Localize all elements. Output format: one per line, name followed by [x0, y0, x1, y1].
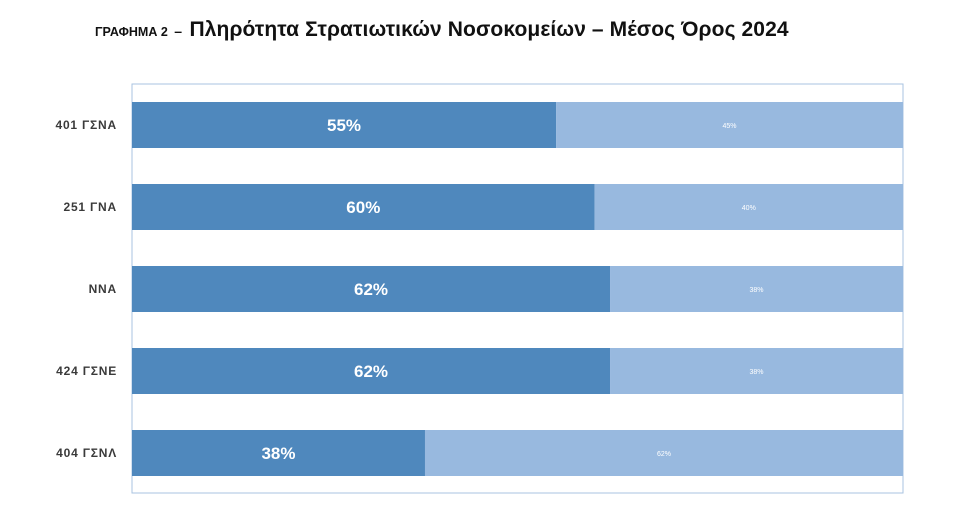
value-labels-group: 55% 45% 60% 40% 62% 38% 62% 38% 38% 62%: [261, 116, 763, 463]
category-label: 401 ΓΣΝΑ: [55, 118, 117, 132]
category-label: 404 ΓΣΝΛ: [56, 446, 117, 460]
category-label: 424 ΓΣΝΕ: [56, 364, 117, 378]
bar-segment-remaining: [610, 348, 903, 394]
value-label-remaining: 38%: [750, 287, 764, 294]
bar-segment-occupied: [132, 430, 425, 476]
bar-segment-remaining: [610, 266, 903, 312]
bar-segment-occupied: [132, 266, 611, 312]
bar-segment-occupied: [132, 184, 595, 230]
category-label: 251 ΓΝΑ: [63, 200, 117, 214]
value-label-remaining: 62%: [657, 451, 671, 458]
category-labels-group: 401 ΓΣΝΑ 251 ΓΝΑ ΝΝΑ 424 ΓΣΝΕ 404 ΓΣΝΛ: [55, 118, 117, 460]
value-label-remaining: 45%: [723, 123, 737, 130]
bar-segment-remaining: [594, 184, 903, 230]
value-label-occupied: 55%: [327, 116, 361, 135]
value-label-occupied: 62%: [354, 280, 388, 299]
bar-segment-occupied: [132, 348, 611, 394]
value-label-occupied: 38%: [261, 444, 295, 463]
value-label-occupied: 60%: [346, 198, 380, 217]
chart-title: ΓΡΑΦΗΜΑ 2 – Πληρότητα Στρατιωτικών Νοσοκ…: [95, 18, 915, 46]
bar-segment-remaining: [424, 430, 903, 476]
bar-segment-remaining: [556, 102, 903, 148]
category-label: ΝΝΑ: [89, 282, 117, 296]
value-label-occupied: 62%: [354, 362, 388, 381]
chart-title-prefix: ΓΡΑΦΗΜΑ 2: [95, 25, 168, 39]
chart-title-main: Πληρότητα Στρατιωτικών Νοσοκομείων – Μέσ…: [189, 18, 789, 41]
bars-group: [132, 102, 903, 476]
value-label-remaining: 38%: [750, 369, 764, 376]
chart-title-separator: –: [174, 23, 183, 39]
bar-segment-occupied: [132, 102, 557, 148]
value-label-remaining: 40%: [742, 205, 756, 212]
